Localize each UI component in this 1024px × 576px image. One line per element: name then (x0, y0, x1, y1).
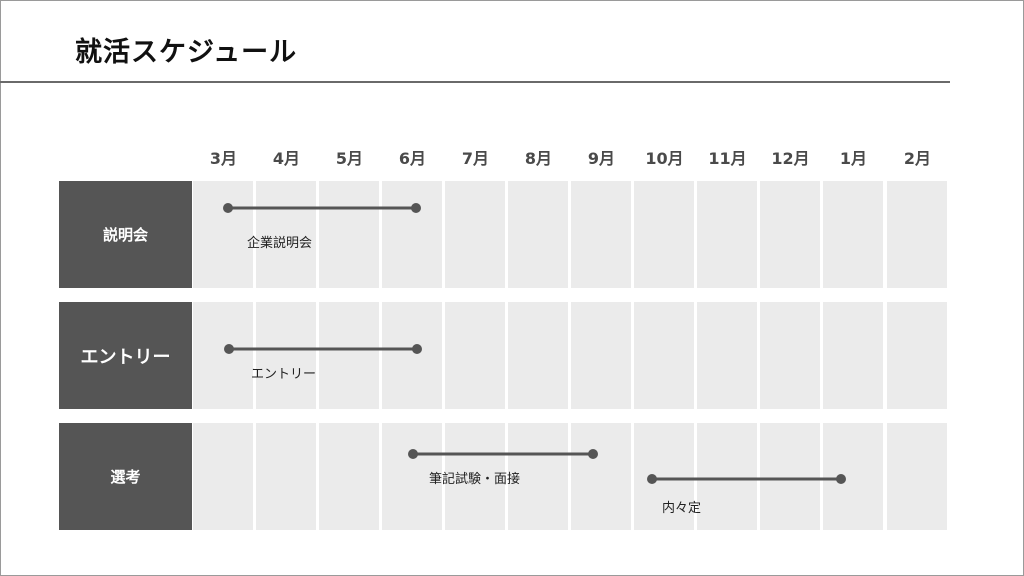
task-label: エントリー (251, 367, 317, 382)
month-cell (697, 423, 757, 530)
task-label: 内々定 (662, 501, 702, 516)
month-label: 1月 (839, 149, 868, 168)
month-cell (887, 423, 947, 530)
month-cell (193, 302, 253, 409)
month-cell (571, 181, 631, 288)
month-cell (760, 181, 820, 288)
month-label: 7月 (461, 149, 490, 168)
month-cell (319, 181, 379, 288)
month-cell (319, 423, 379, 530)
month-label: 2月 (903, 149, 932, 168)
month-cell (508, 181, 568, 288)
row-header: エントリー (59, 302, 192, 409)
month-cell (193, 181, 253, 288)
month-cell (382, 181, 442, 288)
month-cell (256, 302, 316, 409)
month-cell (445, 302, 505, 409)
month-label: 9月 (587, 149, 616, 168)
month-cell (887, 181, 947, 288)
month-cell (193, 423, 253, 530)
month-label: 11月 (708, 149, 747, 168)
month-cell (823, 423, 883, 530)
month-cell (445, 181, 505, 288)
title-divider (0, 81, 950, 83)
month-cell (634, 302, 694, 409)
month-cell (256, 423, 316, 530)
month-cell (256, 181, 316, 288)
month-cell (382, 302, 442, 409)
row-header: 説明会 (59, 181, 192, 288)
month-cell (697, 302, 757, 409)
month-cell (823, 302, 883, 409)
month-label: 3月 (209, 149, 238, 168)
month-cell (634, 181, 694, 288)
task-label: 企業説明会 (247, 236, 313, 251)
month-label: 10月 (645, 149, 684, 168)
month-label: 5月 (335, 149, 364, 168)
month-cell (571, 302, 631, 409)
task-label: 筆記試験・面接 (429, 472, 521, 487)
month-cell (760, 302, 820, 409)
month-label: 6月 (398, 149, 427, 168)
month-cell (508, 423, 568, 530)
row-header: 選考 (59, 423, 192, 530)
month-cell (382, 423, 442, 530)
page-title: 就活スケジュール (75, 37, 298, 68)
month-cell (697, 181, 757, 288)
month-cell (634, 423, 694, 530)
month-label: 12月 (771, 149, 810, 168)
month-cell (319, 302, 379, 409)
month-cell (571, 423, 631, 530)
month-cell (445, 423, 505, 530)
month-label: 4月 (272, 149, 301, 168)
month-cell (508, 302, 568, 409)
month-label: 8月 (524, 149, 553, 168)
month-cell (887, 302, 947, 409)
month-cell (760, 423, 820, 530)
month-cell (823, 181, 883, 288)
